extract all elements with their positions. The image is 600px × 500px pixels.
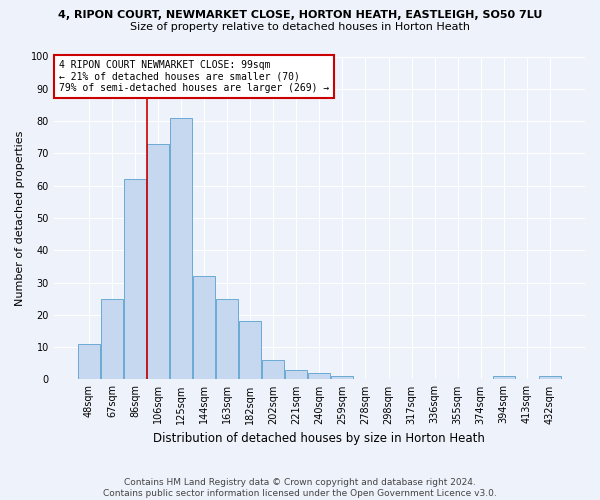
Text: 4 RIPON COURT NEWMARKET CLOSE: 99sqm
← 21% of detached houses are smaller (70)
7: 4 RIPON COURT NEWMARKET CLOSE: 99sqm ← 2… — [59, 60, 329, 93]
Bar — [124, 179, 146, 380]
Text: Size of property relative to detached houses in Horton Heath: Size of property relative to detached ho… — [130, 22, 470, 32]
Bar — [239, 322, 261, 380]
Bar — [216, 298, 238, 380]
Text: 4, RIPON COURT, NEWMARKET CLOSE, HORTON HEATH, EASTLEIGH, SO50 7LU: 4, RIPON COURT, NEWMARKET CLOSE, HORTON … — [58, 10, 542, 20]
Y-axis label: Number of detached properties: Number of detached properties — [15, 130, 25, 306]
Bar — [147, 144, 169, 380]
Bar — [331, 376, 353, 380]
Bar — [170, 118, 192, 380]
Bar — [493, 376, 515, 380]
Bar — [193, 276, 215, 380]
X-axis label: Distribution of detached houses by size in Horton Heath: Distribution of detached houses by size … — [154, 432, 485, 445]
Text: Contains HM Land Registry data © Crown copyright and database right 2024.
Contai: Contains HM Land Registry data © Crown c… — [103, 478, 497, 498]
Bar — [262, 360, 284, 380]
Bar — [308, 373, 331, 380]
Bar — [539, 376, 561, 380]
Bar — [101, 298, 123, 380]
Bar — [78, 344, 100, 380]
Bar — [286, 370, 307, 380]
